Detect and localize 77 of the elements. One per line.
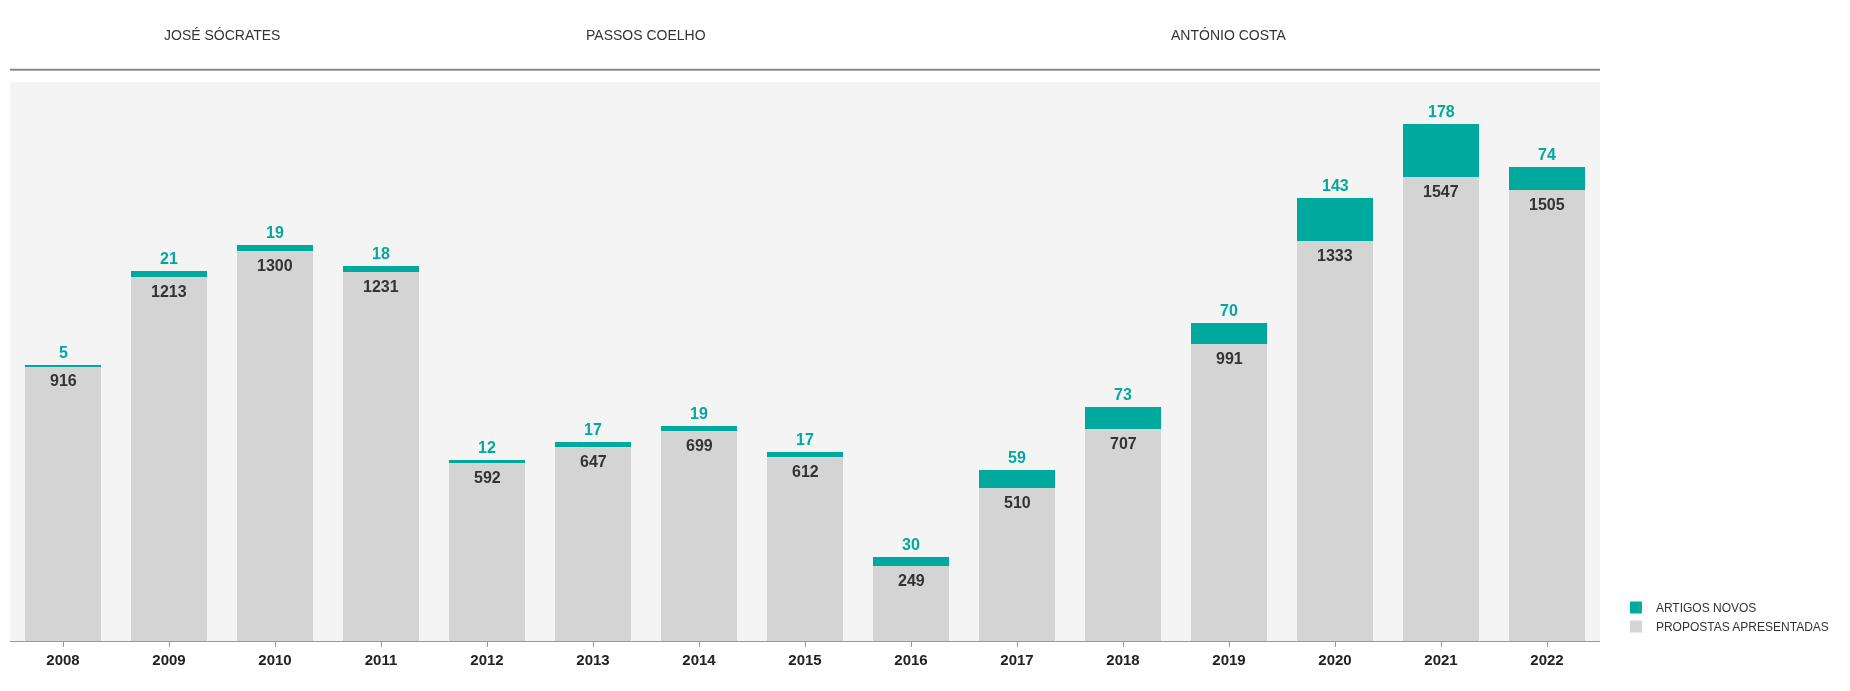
x-tick-label: 2019: [1212, 651, 1246, 668]
x-tick-label: 2011: [364, 651, 398, 668]
bar: [236, 251, 314, 641]
bar: [554, 446, 632, 641]
bar: [872, 566, 950, 641]
data-label: 73: [1114, 386, 1132, 403]
x-tick-label: 2013: [576, 651, 610, 668]
bar: [1296, 241, 1374, 641]
data-label: 612: [792, 463, 819, 480]
bar: [660, 431, 738, 641]
x-tick-label: 2014: [682, 651, 717, 668]
data-label: 21: [160, 250, 178, 267]
x-tick-label: 2015: [788, 651, 822, 668]
x-tick-label: 2017: [1000, 651, 1034, 668]
data-label: 19: [690, 405, 708, 422]
bar: [1508, 167, 1586, 190]
data-label: 18: [372, 245, 390, 262]
x-tick-label: 2020: [1318, 651, 1352, 668]
data-label: 1547: [1423, 183, 1459, 200]
data-label: 249: [898, 572, 925, 589]
data-label: 707: [1110, 435, 1137, 452]
bar: [766, 452, 844, 458]
bar: [342, 266, 420, 272]
bar: [1402, 123, 1480, 177]
data-label: 17: [796, 431, 814, 448]
bar: [1402, 176, 1480, 641]
bar: [554, 441, 632, 447]
band-label: PASSOS COELHO: [586, 27, 706, 43]
data-label: 19: [266, 224, 284, 241]
bar: [1508, 189, 1586, 641]
data-label: 699: [686, 437, 713, 454]
data-label: 510: [1004, 494, 1031, 511]
x-tick-label: 2009: [152, 651, 186, 668]
x-tick-label: 2016: [894, 651, 928, 668]
x-tick-label: 2012: [470, 651, 504, 668]
data-label: 1333: [1317, 247, 1353, 264]
bar: [1296, 198, 1374, 242]
data-label: 143: [1322, 177, 1349, 194]
data-label: 70: [1220, 302, 1238, 319]
x-tick-label: 2022: [1530, 651, 1564, 668]
legend-label: PROPOSTAS APRESENTADAS: [1655, 620, 1829, 635]
data-label: 1213: [151, 283, 187, 300]
bar: [130, 277, 208, 641]
data-label: 59: [1008, 449, 1026, 466]
bar: [1084, 428, 1162, 641]
bar: [1190, 322, 1268, 344]
bar: [24, 366, 102, 641]
bar: [978, 470, 1056, 488]
data-label: 592: [474, 469, 501, 486]
bar: [448, 463, 526, 641]
x-tick-label: 2008: [46, 651, 80, 668]
data-label: 647: [580, 453, 607, 470]
bar: [872, 557, 950, 567]
bar: [130, 270, 208, 278]
bar: [1084, 407, 1162, 429]
data-label: 12: [478, 439, 496, 456]
x-tick-label: 2010: [258, 651, 292, 668]
data-label: 178: [1428, 103, 1455, 120]
x-tick-label: 2021: [1424, 651, 1458, 668]
data-label: 74: [1538, 146, 1556, 163]
legend-label: ARTIGOS NOVOS: [1655, 601, 1757, 616]
bar: [236, 245, 314, 251]
band-label: ANTÓNIO COSTA: [1171, 27, 1287, 43]
x-tick-label: 2018: [1106, 651, 1140, 668]
data-label: 5: [59, 344, 68, 361]
data-label: 1300: [257, 257, 293, 274]
data-label: 17: [584, 421, 602, 438]
data-label: 916: [50, 372, 77, 389]
bar: [978, 488, 1056, 641]
data-label: 1231: [363, 278, 399, 295]
bar: [342, 271, 420, 641]
bar: [1190, 343, 1268, 641]
data-label: 30: [902, 536, 920, 553]
data-label: 1505: [1529, 196, 1565, 213]
band-label: JOSÉ SÓCRATES: [164, 27, 281, 43]
data-label: 991: [1216, 350, 1243, 367]
bar: [766, 457, 844, 641]
